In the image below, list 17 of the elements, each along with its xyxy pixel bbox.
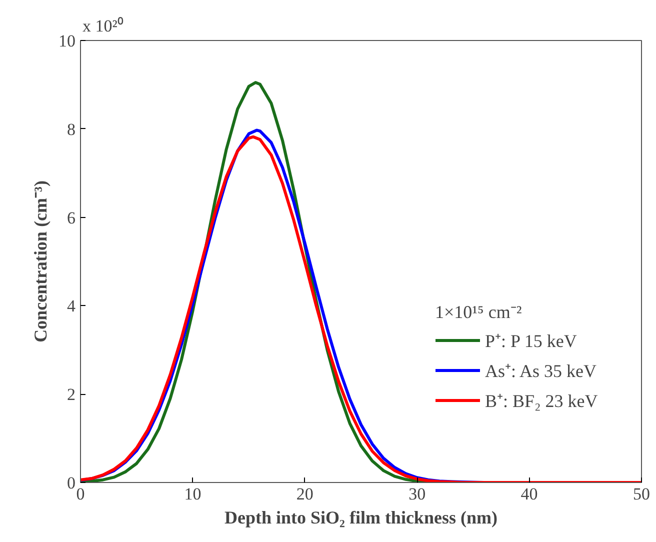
y-axis-title: Concentration (cm⁻³)	[30, 180, 50, 342]
y-tick-label: 4	[67, 296, 76, 316]
legend-label: As⁺: As 35 keV	[485, 360, 597, 382]
x-axis-title: Depth into SiO₂ film thickness (nm)	[224, 508, 498, 528]
y-tick-label: 8	[67, 120, 76, 139]
y-tick-label: 10	[58, 32, 76, 50]
y-tick-label: 2	[67, 385, 76, 404]
x-tick-label: 10	[184, 484, 202, 504]
legend-title: 1×10¹⁵ cm⁻²	[435, 301, 523, 323]
x-tick-label: 30	[408, 484, 426, 504]
y-tick-label: 6	[67, 208, 76, 228]
legend-label: P⁺: P 15 keV	[485, 330, 577, 352]
x-tick-label: 20	[296, 484, 314, 504]
x-tick-label: 40	[520, 484, 538, 504]
x-tick-label: 50	[633, 484, 650, 504]
legend-label: B⁺: BF₂ 23 keV	[485, 390, 598, 412]
text: x 10²⁰	[82, 16, 124, 36]
